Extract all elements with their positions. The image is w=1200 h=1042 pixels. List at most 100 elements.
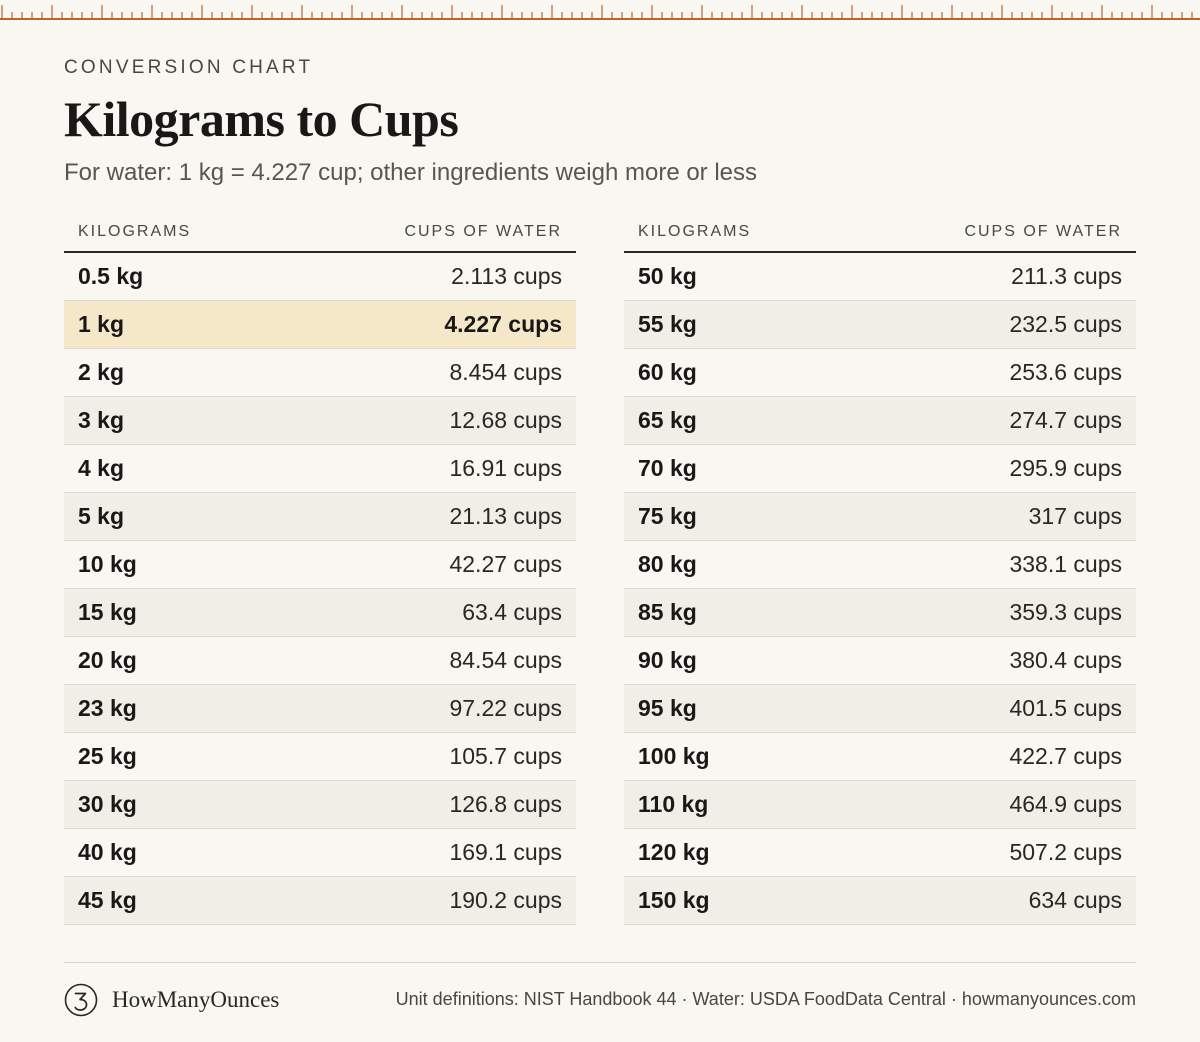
kilograms-cell: 25 kg (78, 743, 137, 769)
cups-cell: 63.4 cups (462, 599, 562, 625)
column-header-kilograms: KILOGRAMS (638, 222, 752, 240)
kilograms-cell: 70 kg (638, 455, 697, 481)
kilograms-cell: 90 kg (638, 647, 697, 673)
conversion-table-right: KILOGRAMS CUPS OF WATER 50 kg 211.3 cups 5… (624, 212, 1136, 925)
kilograms-cell: 50 kg (638, 263, 697, 289)
eyebrow-label: CONVERSION CHART (64, 57, 314, 78)
cups-cell: 295.9 cups (1009, 455, 1122, 481)
cups-cell: 12.68 cups (449, 407, 562, 433)
cups-cell: 211.3 cups (1011, 263, 1122, 289)
cups-cell: 464.9 cups (1009, 791, 1122, 817)
kilograms-cell: 30 kg (78, 791, 137, 817)
table-header: KILOGRAMS CUPS OF WATER (624, 212, 1136, 253)
cups-cell: 169.1 cups (449, 839, 562, 865)
cups-cell: 105.7 cups (449, 743, 562, 769)
sources-note: Unit definitions: NIST Handbook 44 · Wat… (395, 989, 1136, 1009)
ruler-decoration (0, 0, 1200, 22)
cups-cell: 4.227 cups (444, 311, 562, 337)
cups-cell: 2.113 cups (451, 263, 562, 289)
cups-cell: 359.3 cups (1009, 599, 1122, 625)
kilograms-cell: 15 kg (78, 599, 137, 625)
kilograms-cell: 45 kg (78, 887, 137, 913)
kilograms-cell: 80 kg (638, 551, 697, 577)
table-row: 60 kg 253.6 cups (624, 349, 1136, 397)
cups-cell: 84.54 cups (449, 647, 562, 673)
table-row: 90 kg 380.4 cups (624, 637, 1136, 685)
table-row: 85 kg 359.3 cups (624, 589, 1136, 637)
ruler-ticks (0, 5, 1200, 20)
table-header: KILOGRAMS CUPS OF WATER (64, 212, 576, 253)
table-row: 75 kg 317 cups (624, 493, 1136, 541)
table-row: 110 kg 464.9 cups (624, 781, 1136, 829)
cups-cell: 21.13 cups (449, 503, 562, 529)
table-row: 40 kg 169.1 cups (64, 829, 576, 877)
table-row: 5 kg 21.13 cups (64, 493, 576, 541)
cups-cell: 274.7 cups (1009, 407, 1122, 433)
cups-cell: 8.454 cups (449, 359, 562, 385)
kilograms-cell: 65 kg (638, 407, 697, 433)
kilograms-cell: 85 kg (638, 599, 697, 625)
column-header-cups: CUPS OF WATER (964, 222, 1122, 240)
column-header-kilograms: KILOGRAMS (78, 222, 192, 240)
kilograms-cell: 1 kg (78, 311, 125, 337)
conversion-table-left: KILOGRAMS CUPS OF WATER 0.5 kg 2.113 cups… (64, 212, 576, 925)
page-title: Kilograms to Cups (64, 91, 459, 147)
table-row: 20 kg 84.54 cups (64, 637, 576, 685)
kilograms-cell: 0.5 kg (78, 263, 144, 289)
kilograms-cell: 150 kg (638, 887, 710, 913)
kilograms-cell: 4 kg (78, 455, 125, 481)
column-header-cups: CUPS OF WATER (404, 222, 562, 240)
table-row: 100 kg 422.7 cups (624, 733, 1136, 781)
table-row: 3 kg 12.68 cups (64, 397, 576, 445)
table-row: 0.5 kg 2.113 cups (64, 253, 576, 301)
table-row: 120 kg 507.2 cups (624, 829, 1136, 877)
kilograms-cell: 40 kg (78, 839, 137, 865)
kilograms-cell: 3 kg (78, 407, 125, 433)
cups-cell: 380.4 cups (1009, 647, 1122, 673)
kilograms-cell: 100 kg (638, 743, 710, 769)
brand[interactable]: HowManyOunces (64, 983, 279, 1017)
table-row: 65 kg 274.7 cups (624, 397, 1136, 445)
table-row: 50 kg 211.3 cups (624, 253, 1136, 301)
brand-name: HowManyOunces (112, 987, 280, 1012)
kilograms-cell: 95 kg (638, 695, 697, 721)
kilograms-cell: 2 kg (78, 359, 125, 385)
table-row: 4 kg 16.91 cups (64, 445, 576, 493)
table-row: 25 kg 105.7 cups (64, 733, 576, 781)
kilograms-cell: 120 kg (638, 839, 710, 865)
table-body: 50 kg 211.3 cups 55 kg 232.5 cups 60 kg 253.6… (624, 253, 1136, 925)
kilograms-cell: 75 kg (638, 503, 697, 529)
table-row: 1 kg 4.227 cups (64, 301, 576, 349)
kilograms-cell: 60 kg (638, 359, 697, 385)
kilograms-cell: 20 kg (78, 647, 137, 673)
footer: HowManyOunces Unit definitions: NIST Han… (64, 962, 1136, 1042)
table-row: 55 kg 232.5 cups (624, 301, 1136, 349)
cups-cell: 507.2 cups (1009, 839, 1122, 865)
cups-cell: 126.8 cups (449, 791, 562, 817)
cups-cell: 338.1 cups (1009, 551, 1122, 577)
table-row: 80 kg 338.1 cups (624, 541, 1136, 589)
cups-cell: 253.6 cups (1009, 359, 1122, 385)
table-body: 0.5 kg 2.113 cups 1 kg 4.227 cups 2 kg 8.454 … (64, 253, 576, 925)
cups-cell: 401.5 cups (1009, 695, 1122, 721)
cups-cell: 634 cups (1028, 887, 1122, 913)
cups-cell: 190.2 cups (449, 887, 562, 913)
table-row: 15 kg 63.4 cups (64, 589, 576, 637)
kilograms-cell: 110 kg (638, 791, 709, 817)
page-subtitle: For water: 1 kg = 4.227 cup; other ingre… (64, 159, 758, 186)
header: CONVERSION CHART Kilograms to Cups For w… (64, 56, 1136, 188)
cups-cell: 422.7 cups (1009, 743, 1122, 769)
kilograms-cell: 5 kg (78, 503, 125, 529)
table-row: 70 kg 295.9 cups (624, 445, 1136, 493)
cups-cell: 232.5 cups (1009, 311, 1122, 337)
table-row: 150 kg 634 cups (624, 877, 1136, 925)
cups-cell: 97.22 cups (449, 695, 562, 721)
numeral-3-circle-icon (64, 983, 98, 1017)
table-row: 30 kg 126.8 cups (64, 781, 576, 829)
table-row: 45 kg 190.2 cups (64, 877, 576, 925)
table-row: 95 kg 401.5 cups (624, 685, 1136, 733)
kilograms-cell: 23 kg (78, 695, 137, 721)
cups-cell: 42.27 cups (449, 551, 562, 577)
table-row: 10 kg 42.27 cups (64, 541, 576, 589)
kilograms-cell: 55 kg (638, 311, 697, 337)
